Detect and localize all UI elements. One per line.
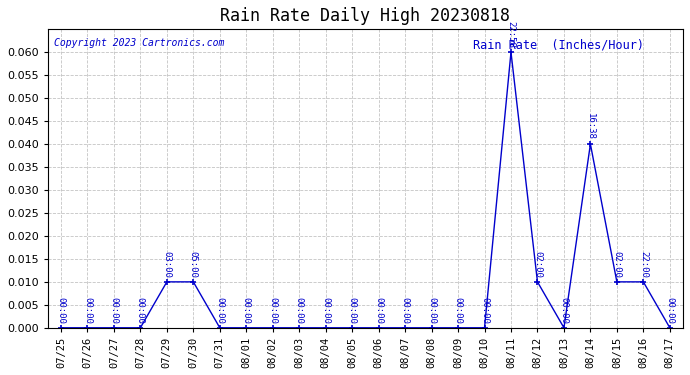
Text: 00:00: 00:00 (427, 297, 436, 324)
Text: 02:00: 02:00 (533, 251, 542, 278)
Text: 00:00: 00:00 (83, 297, 92, 324)
Text: 00:00: 00:00 (268, 297, 277, 324)
Text: 02:00: 02:00 (613, 251, 622, 278)
Text: Copyright 2023 Cartronics.com: Copyright 2023 Cartronics.com (54, 38, 224, 48)
Text: 22:58: 22:58 (506, 21, 515, 48)
Text: 00:00: 00:00 (57, 297, 66, 324)
Text: 00:00: 00:00 (295, 297, 304, 324)
Text: 00:00: 00:00 (665, 297, 674, 324)
Text: 00:00: 00:00 (215, 297, 224, 324)
Text: Rain Rate  (Inches/Hour): Rain Rate (Inches/Hour) (473, 38, 644, 51)
Text: 22:00: 22:00 (639, 251, 648, 278)
Text: 00:00: 00:00 (110, 297, 119, 324)
Text: 03:00: 03:00 (162, 251, 171, 278)
Text: 00:00: 00:00 (321, 297, 331, 324)
Text: 00:00: 00:00 (453, 297, 462, 324)
Text: 00:00: 00:00 (401, 297, 410, 324)
Text: 00:00: 00:00 (374, 297, 383, 324)
Text: 00:00: 00:00 (560, 297, 569, 324)
Text: 00:00: 00:00 (348, 297, 357, 324)
Title: Rain Rate Daily High 20230818: Rain Rate Daily High 20230818 (220, 7, 511, 25)
Text: 00:00: 00:00 (480, 297, 489, 324)
Text: 00:00: 00:00 (241, 297, 250, 324)
Text: 00:00: 00:00 (136, 297, 145, 324)
Text: 16:38: 16:38 (586, 113, 595, 140)
Text: 05:00: 05:00 (189, 251, 198, 278)
